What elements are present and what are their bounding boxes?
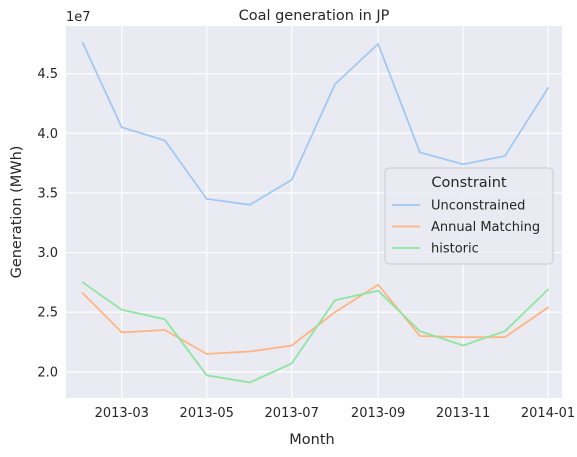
x-tick-label: 2013-07 [265, 406, 319, 421]
y-tick-label: 3.5 [37, 186, 58, 201]
series-lines [81, 41, 549, 384]
legend-title: Constraint [431, 175, 506, 191]
series-line-historic [81, 281, 549, 384]
legend-label: Annual Matching [431, 220, 540, 235]
legend-box [384, 167, 554, 265]
series-line-annual-matching [81, 283, 549, 355]
legend: Constraint Unconstrained Annual Matching h… [384, 167, 554, 265]
y-tick-label: 2.5 [37, 306, 58, 321]
y-tick-label: 3.0 [37, 246, 58, 261]
y-axis-title: Generation (MWh) [9, 146, 25, 279]
y-tick-label: 4.0 [37, 127, 58, 142]
series-line-unconstrained [81, 41, 549, 206]
chart-title: Coal generation in JP [239, 8, 390, 24]
y-tick-label: 2.0 [37, 365, 58, 380]
legend-label: historic [431, 242, 479, 257]
y-tick-label: 4.5 [37, 67, 58, 82]
legend-label: Unconstrained [431, 199, 525, 214]
tick-labels: 2013-03 2013-05 2013-07 2013-09 2013-11 2014-… [37, 67, 575, 421]
x-tick-label: 2013-09 [351, 406, 405, 421]
x-axis-title: Month [289, 432, 334, 448]
x-tick-label: 2013-03 [95, 406, 149, 421]
x-tick-label: 2013-05 [180, 406, 234, 421]
x-tick-label: 2014-01 [521, 406, 575, 421]
y-offset-label: 1e7 [66, 10, 91, 25]
x-tick-label: 2013-11 [436, 406, 490, 421]
